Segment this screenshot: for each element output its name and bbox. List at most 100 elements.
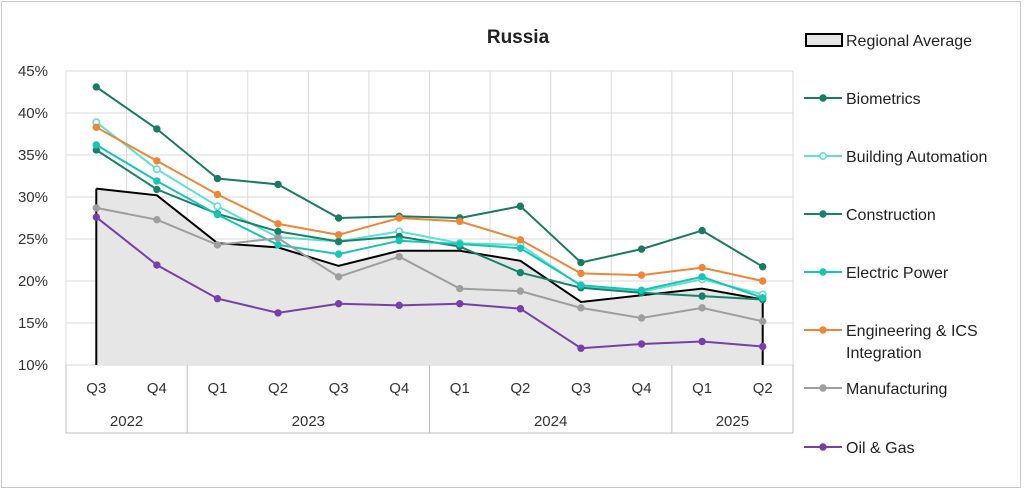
series-line — [95, 121, 763, 296]
data-point — [153, 125, 161, 133]
x-tick-label: Q4 — [147, 380, 167, 397]
data-point — [637, 286, 646, 294]
x-tick-label: Q1 — [450, 380, 470, 397]
legend-label: Biometrics — [846, 91, 921, 108]
data-point — [577, 344, 585, 352]
data-point — [92, 83, 100, 91]
data-point — [456, 284, 464, 293]
regional-average-fill — [96, 188, 763, 365]
legend-marker — [819, 210, 827, 218]
data-point — [274, 234, 282, 242]
x-tick-label: Q1 — [207, 380, 227, 397]
legend-marker — [819, 384, 827, 392]
data-point — [274, 309, 282, 317]
legend-label: Construction — [846, 207, 936, 224]
data-point — [456, 217, 464, 226]
y-tick-label: 45% — [18, 63, 48, 80]
data-point — [153, 215, 161, 224]
data-point — [516, 244, 525, 252]
data-point — [637, 314, 646, 322]
series-line — [95, 86, 764, 268]
x-year-label: 2024 — [534, 413, 567, 430]
data-point — [759, 317, 767, 326]
y-tick-label: 20% — [18, 273, 48, 290]
x-tick-label: Q4 — [632, 380, 652, 397]
x-year-label: 2025 — [716, 413, 749, 430]
data-point — [456, 240, 464, 248]
legend-marker — [819, 268, 827, 276]
chart-legend: Regional Average Biometrics Building Autom… — [804, 33, 987, 457]
x-tick-label: Q3 — [86, 380, 106, 397]
data-point — [213, 202, 222, 211]
data-point — [577, 269, 585, 278]
data-point — [516, 287, 525, 295]
x-tick-label: Q3 — [571, 380, 591, 397]
series-line — [96, 206, 763, 323]
data-point — [153, 177, 161, 185]
series-line — [95, 126, 763, 282]
data-point — [213, 241, 222, 249]
data-point — [92, 123, 100, 131]
data-point — [334, 237, 343, 246]
data-point — [92, 213, 100, 221]
data-point — [152, 165, 161, 174]
data-point — [334, 250, 343, 258]
data-point — [395, 236, 403, 245]
legend-label: Engineering & ICS Integration — [846, 323, 978, 362]
data-point — [153, 157, 161, 165]
data-point — [698, 226, 706, 235]
data-point — [577, 281, 585, 289]
data-point — [516, 236, 525, 244]
data-point — [698, 273, 706, 281]
data-point — [274, 227, 282, 236]
data-point — [456, 299, 464, 308]
data-point — [698, 337, 706, 346]
y-tick-label: 15% — [18, 315, 48, 332]
data-point — [153, 261, 161, 269]
legend-label-line: Engineering & ICS — [846, 323, 978, 340]
data-point — [213, 190, 222, 199]
legend-label: Building Automation — [846, 149, 987, 166]
data-point — [334, 214, 343, 222]
series-lines — [92, 83, 767, 352]
data-point — [759, 342, 767, 351]
y-tick-label: 30% — [18, 189, 48, 206]
x-year-label: 2022 — [110, 413, 143, 430]
legend-marker — [819, 326, 827, 334]
data-point — [637, 245, 646, 253]
data-point — [395, 252, 403, 261]
data-point — [637, 271, 646, 279]
y-tick-label: 35% — [18, 147, 48, 164]
data-point — [637, 340, 646, 348]
legend-label: Oil & Gas — [846, 440, 914, 457]
legend-marker — [819, 443, 827, 451]
x-tick-label: Q4 — [389, 380, 409, 397]
x-tick-label: Q1 — [692, 380, 712, 397]
data-point — [92, 204, 100, 212]
data-point — [92, 141, 100, 149]
legend-swatch — [805, 33, 843, 47]
data-point — [213, 294, 222, 303]
legend-label-line: Integration — [846, 345, 922, 362]
x-tick-label: Q3 — [329, 380, 349, 397]
chart-axes: 10% 15% 20% 25% 30% 35% 40% 45% Q3 Q4 Q1 Q2 Q3 Q4 Q1 Q2… — [18, 63, 794, 434]
x-tick-label: Q2 — [753, 380, 773, 397]
data-point — [698, 292, 706, 300]
data-point — [334, 299, 343, 308]
data-point — [577, 258, 585, 267]
data-point — [759, 294, 767, 302]
legend-marker — [818, 152, 827, 161]
data-point — [153, 185, 161, 194]
data-point — [334, 273, 343, 281]
data-point — [274, 180, 282, 189]
data-point — [213, 210, 222, 219]
series-line — [95, 144, 764, 299]
x-year-label: 2023 — [292, 413, 325, 430]
data-point — [274, 241, 282, 249]
legend-label: Electric Power — [846, 265, 949, 282]
data-point — [698, 304, 706, 312]
y-tick-label: 10% — [18, 357, 48, 374]
data-point — [213, 174, 222, 183]
